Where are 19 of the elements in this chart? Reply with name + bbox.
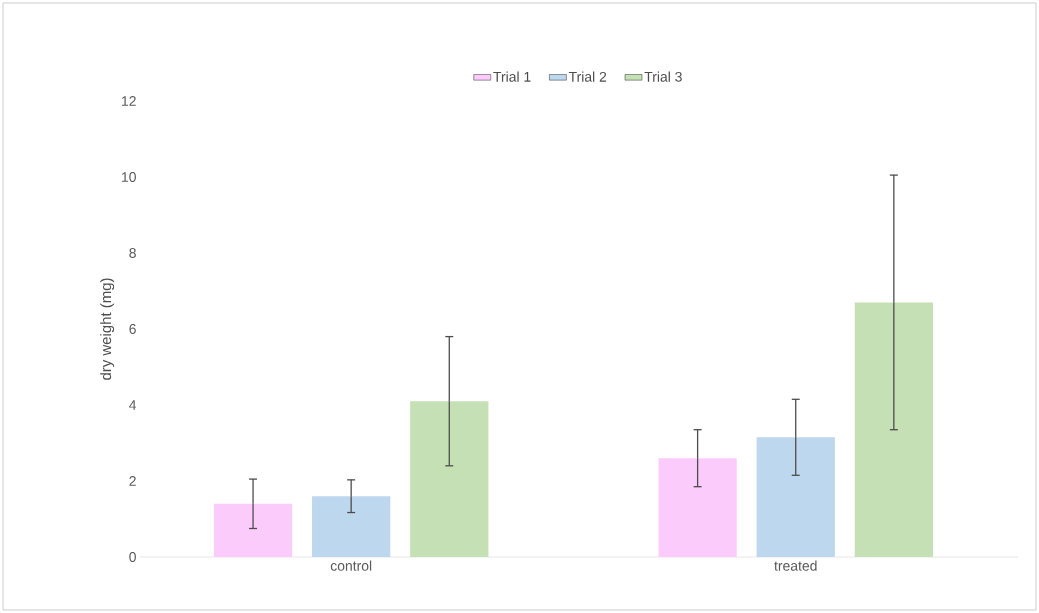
x-tick-label: control: [330, 560, 372, 571]
legend-label: Trial 2: [568, 71, 607, 82]
y-tick-label: 0: [129, 552, 136, 562]
bar: [312, 496, 391, 557]
y-tick-label: 8: [129, 248, 136, 258]
y-tick-label: 10: [122, 172, 136, 182]
y-tick-label: 12: [122, 96, 136, 106]
y-tick-label: 6: [129, 324, 136, 334]
bar: [410, 401, 489, 557]
x-tick-label: treated: [774, 560, 817, 571]
bar: [213, 503, 293, 557]
bar: [658, 458, 737, 557]
bar: [854, 302, 933, 557]
bar: [756, 437, 835, 557]
y-axis-title: dry weight (mg): [100, 278, 115, 380]
legend-label: Trial 1: [493, 71, 531, 82]
legend-label: Trial 3: [644, 71, 682, 82]
y-tick-label: 2: [129, 476, 136, 486]
y-tick-label: 4: [129, 400, 137, 410]
